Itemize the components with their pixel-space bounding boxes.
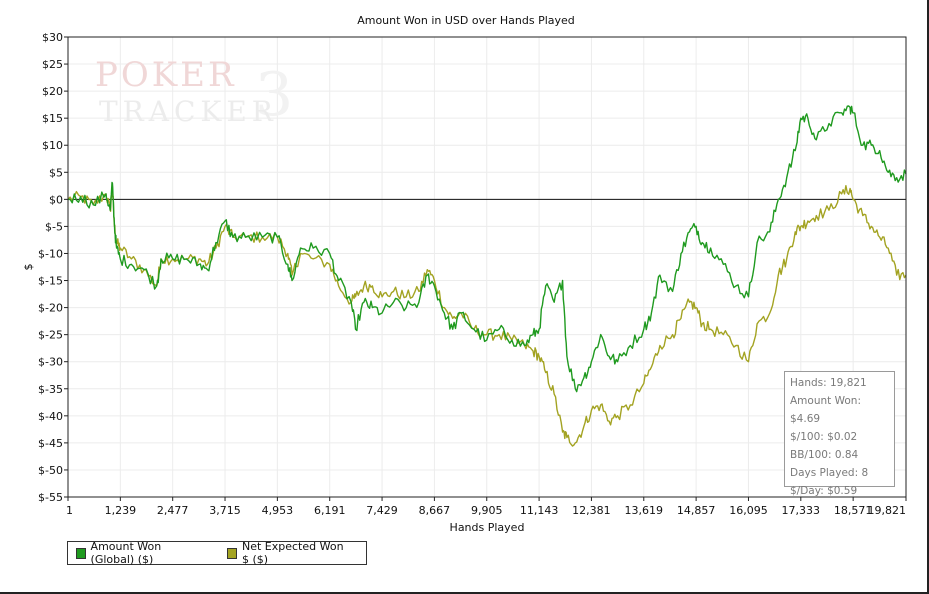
y-tick-label: $-40 (38, 410, 63, 423)
legend-label-net-expected: Net Expected Won $ ($) (241, 540, 344, 566)
logo-line-1: POKER (95, 55, 237, 95)
y-axis-ticks: $30 $25 $20 $15 $10 $5 $0 $-5 $-10 $-15 $-20 $-25 $-… (38, 31, 68, 504)
x-tick-label: 8,667 (419, 504, 451, 517)
x-tick-label: 9,905 (471, 504, 503, 517)
legend-item-net-expected: Net Expected Won $ ($) (227, 540, 352, 566)
legend: Amount Won (Global) ($) Net Expected Won… (67, 540, 367, 566)
x-tick-label: 14,857 (677, 504, 716, 517)
y-tick-label: $15 (42, 112, 63, 125)
y-tick-label: $10 (42, 139, 63, 152)
stat-per-100: $/100: $0.02 (790, 431, 858, 443)
x-tick-label: 19,821 (868, 504, 907, 517)
legend-swatch-amount-won (76, 547, 86, 559)
x-tick-label: 2,477 (157, 504, 189, 517)
y-tick-label: $30 (42, 31, 63, 44)
x-tick-label: 3,715 (209, 504, 241, 517)
y-tick-label: $-5 (45, 220, 63, 233)
x-tick-label: 11,143 (520, 504, 559, 517)
series-lines (67, 105, 907, 447)
series-line-amount-won (67, 105, 907, 393)
x-axis-title: Hands Played (450, 521, 525, 534)
legend-item-amount-won: Amount Won (Global) ($) (76, 540, 205, 566)
legend-label-amount-won: Amount Won (Global) ($) (90, 540, 162, 566)
y-tick-label: $-15 (38, 275, 63, 288)
x-tick-label: 13,619 (625, 504, 664, 517)
x-tick-label: 16,095 (729, 504, 768, 517)
x-tick-label: 12,381 (572, 504, 611, 517)
y-tick-label: $-30 (38, 356, 63, 369)
stats-box: Hands: 19,821 Amount Won: $4.69 $/100: $… (784, 371, 895, 497)
logo-mark: 3 (255, 60, 294, 130)
x-axis-ticks: 1 1,239 2,477 3,715 4,953 6,191 7,429 8,667 9,90… (66, 497, 907, 517)
y-tick-label: $-25 (38, 329, 63, 342)
x-tick-label: 7,429 (366, 504, 398, 517)
y-tick-label: $-55 (38, 491, 63, 504)
stat-bb-100: BB/100: 0.84 (790, 449, 859, 461)
x-tick-label: 4,953 (262, 504, 294, 517)
y-tick-label: $-35 (38, 383, 63, 396)
stat-amount-won: Amount Won: $4.69 (790, 395, 861, 425)
y-tick-label: $-45 (38, 437, 63, 450)
y-tick-label: $-50 (38, 464, 63, 477)
y-tick-label: $-10 (38, 247, 63, 260)
x-tick-label: 17,333 (782, 504, 821, 517)
stat-per-day: $/Day: $0.59 (790, 485, 858, 497)
y-tick-label: $0 (49, 193, 63, 206)
y-axis-title: $ (22, 264, 35, 271)
y-tick-label: $-20 (38, 302, 63, 315)
x-tick-label: 1,239 (105, 504, 137, 517)
x-tick-label: 1 (66, 504, 73, 517)
stat-hands: Hands: 19,821 (790, 377, 867, 389)
legend-swatch-net-expected (227, 547, 237, 559)
stat-days-played: Days Played: 8 (790, 467, 869, 479)
y-tick-label: $5 (49, 166, 63, 179)
y-tick-label: $20 (42, 85, 63, 98)
poker-tracker-logo: 3 POKER TRACKER (95, 55, 305, 135)
x-tick-label: 6,191 (314, 504, 346, 517)
y-tick-label: $25 (42, 58, 63, 71)
chart-title: Amount Won in USD over Hands Played (357, 14, 575, 27)
x-tick-label: 18,571 (834, 504, 873, 517)
logo-line-2: TRACKER (99, 95, 278, 128)
